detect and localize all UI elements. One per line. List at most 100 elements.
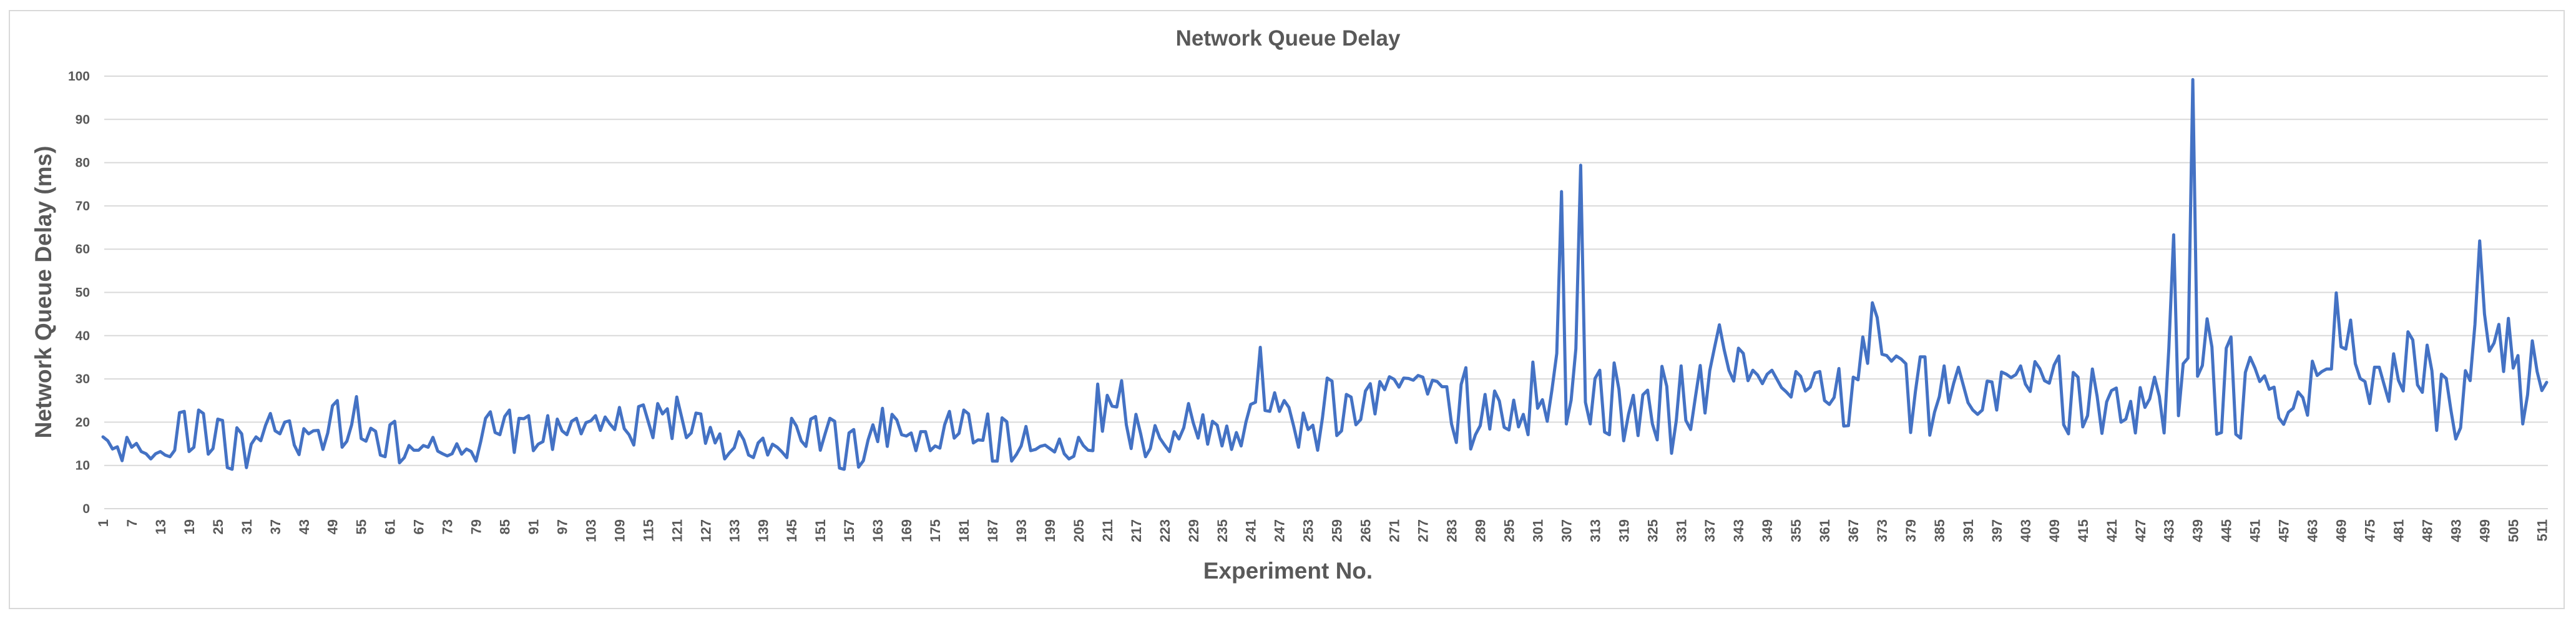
x-tick-label: 31 — [239, 519, 255, 534]
x-tick-label: 391 — [1961, 519, 1976, 542]
x-tick-label: 175 — [928, 519, 943, 542]
x-tick-label: 343 — [1731, 519, 1746, 542]
x-tick-label: 205 — [1071, 519, 1087, 542]
x-tick-label: 145 — [784, 519, 800, 542]
x-tick-label: 337 — [1702, 519, 1718, 542]
x-tick-label: 73 — [440, 519, 456, 534]
x-tick-label: 139 — [755, 519, 771, 542]
x-tick-label: 427 — [2133, 519, 2148, 542]
data-series-line — [101, 78, 2549, 471]
x-tick-label: 61 — [383, 519, 398, 534]
x-tick-label: 403 — [2018, 519, 2034, 542]
x-tick-label: 13 — [153, 519, 169, 534]
x-tick-label: 319 — [1616, 519, 1632, 542]
x-tick-label: 289 — [1472, 519, 1488, 542]
y-tick-label: 0 — [82, 502, 90, 516]
x-tick-label: 385 — [1932, 519, 1947, 542]
x-tick-label: 133 — [727, 519, 742, 542]
y-tick-label: 60 — [76, 242, 90, 257]
x-tick-label: 115 — [640, 519, 656, 542]
x-tick-label: 103 — [583, 519, 599, 542]
gridlines — [104, 76, 2548, 509]
x-tick-label: 487 — [2419, 519, 2435, 542]
x-axis-ticks: 1 7 13 19 25 31 37 43 49 55 61 67 73 79 85 91 97 103 109 11… — [95, 519, 2550, 542]
y-tick-label: 40 — [76, 329, 90, 343]
x-tick-label: 25 — [210, 519, 226, 534]
x-tick-label: 493 — [2448, 519, 2464, 542]
x-tick-label: 283 — [1444, 519, 1460, 542]
x-tick-label: 505 — [2505, 519, 2521, 542]
x-tick-label: 67 — [411, 519, 427, 534]
x-tick-label: 349 — [1760, 519, 1775, 542]
x-tick-label: 355 — [1788, 519, 1804, 542]
x-tick-label: 277 — [1416, 519, 1431, 542]
x-tick-label: 433 — [2162, 519, 2177, 542]
x-tick-label: 451 — [2248, 519, 2263, 542]
x-tick-label: 325 — [1645, 519, 1660, 542]
y-tick-label: 90 — [76, 112, 90, 127]
x-tick-label: 457 — [2276, 519, 2292, 542]
x-tick-label: 421 — [2104, 519, 2120, 542]
x-axis-title: Experiment No. — [1203, 558, 1373, 584]
x-tick-label: 481 — [2391, 519, 2406, 542]
x-tick-label: 379 — [1903, 519, 1919, 542]
x-tick-label: 367 — [1846, 519, 1861, 542]
x-tick-label: 79 — [469, 519, 484, 534]
y-tick-label: 20 — [76, 415, 90, 429]
x-tick-label: 511 — [2534, 519, 2550, 542]
x-tick-label: 247 — [1272, 519, 1288, 542]
y-tick-label: 100 — [68, 69, 90, 84]
y-tick-label: 10 — [76, 459, 90, 473]
x-tick-label: 229 — [1186, 519, 1202, 542]
x-tick-label: 109 — [612, 519, 627, 542]
x-tick-label: 37 — [268, 519, 283, 534]
x-tick-label: 1 — [95, 519, 111, 527]
y-tick-label: 70 — [76, 199, 90, 213]
x-tick-label: 163 — [870, 519, 886, 542]
x-tick-label: 217 — [1129, 519, 1144, 542]
x-tick-label: 241 — [1243, 519, 1259, 542]
x-tick-label: 301 — [1530, 519, 1545, 542]
x-tick-label: 199 — [1042, 519, 1058, 542]
x-tick-label: 157 — [841, 519, 857, 542]
chart-title: Network Queue Delay — [1175, 26, 1401, 51]
x-tick-label: 313 — [1587, 519, 1603, 542]
x-tick-label: 307 — [1559, 519, 1574, 542]
x-tick-label: 253 — [1301, 519, 1316, 542]
x-tick-label: 127 — [698, 519, 713, 542]
x-tick-label: 445 — [2219, 519, 2235, 542]
x-tick-label: 397 — [1989, 519, 2005, 542]
x-tick-label: 193 — [1014, 519, 1029, 542]
x-tick-label: 439 — [2190, 519, 2206, 542]
x-tick-label: 331 — [1673, 519, 1689, 542]
x-tick-label: 211 — [1100, 519, 1115, 542]
y-axis-ticks: 0 10 20 30 40 50 60 70 80 90 100 — [68, 69, 90, 516]
x-tick-label: 469 — [2334, 519, 2349, 542]
x-tick-label: 361 — [1817, 519, 1833, 542]
x-tick-label: 271 — [1387, 519, 1403, 542]
x-tick-label: 181 — [956, 519, 972, 542]
y-tick-label: 50 — [76, 286, 90, 300]
x-tick-label: 169 — [899, 519, 914, 542]
x-tick-label: 223 — [1157, 519, 1173, 542]
x-tick-label: 151 — [813, 519, 828, 542]
x-tick-label: 187 — [985, 519, 1001, 542]
x-tick-label: 7 — [124, 519, 140, 527]
x-tick-label: 475 — [2363, 519, 2378, 542]
x-tick-label: 295 — [1501, 519, 1517, 542]
x-tick-label: 415 — [2075, 519, 2091, 542]
x-tick-label: 409 — [2047, 519, 2062, 542]
x-tick-label: 55 — [354, 519, 370, 534]
x-tick-label: 235 — [1215, 519, 1230, 542]
x-tick-label: 121 — [669, 519, 685, 542]
y-tick-label: 30 — [76, 372, 90, 386]
y-tick-label: 80 — [76, 156, 90, 170]
x-tick-label: 463 — [2305, 519, 2321, 542]
x-tick-label: 373 — [1874, 519, 1890, 542]
x-tick-label: 91 — [526, 519, 542, 534]
x-tick-label: 43 — [296, 519, 312, 534]
x-tick-label: 49 — [325, 519, 341, 534]
x-tick-label: 499 — [2477, 519, 2492, 542]
x-tick-label: 259 — [1330, 519, 1345, 542]
